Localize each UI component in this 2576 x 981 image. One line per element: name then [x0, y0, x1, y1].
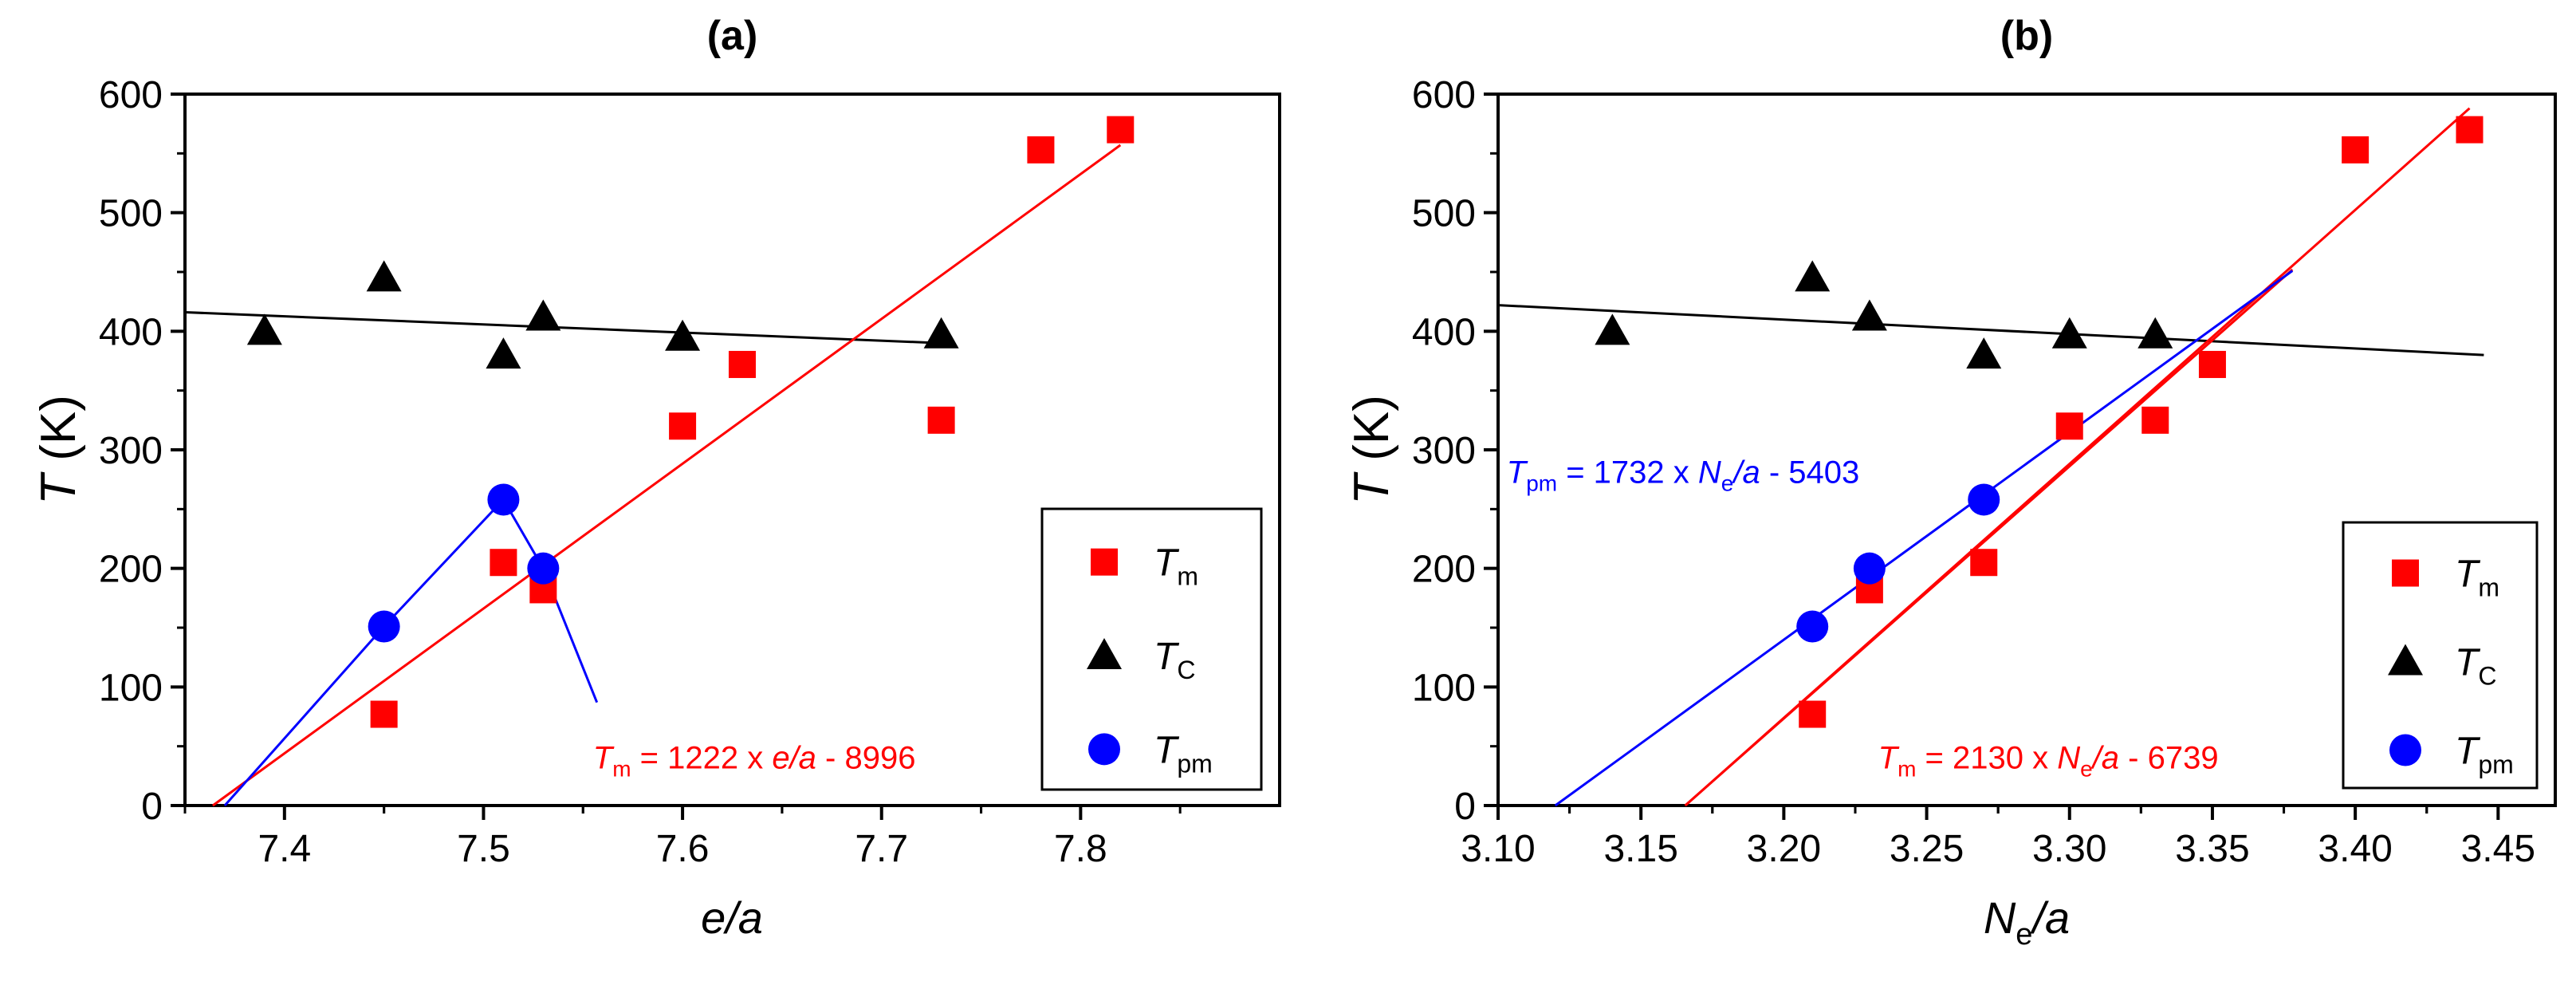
x-tick-label: 7.8 [1054, 828, 1107, 870]
fit-line-tpm [223, 497, 599, 806]
y-tick-label: 400 [1412, 311, 1476, 353]
legend-marker-tpm [2389, 734, 2421, 766]
data-point-tpm [1968, 483, 2000, 516]
y-tick-label: 300 [1412, 430, 1476, 472]
data-point-tm [728, 350, 756, 378]
fit-line-tc [184, 311, 942, 345]
legend-label-tc: TC [1154, 636, 1195, 684]
data-point-tpm [487, 483, 520, 516]
data-point-tm [1027, 136, 1055, 164]
legend: Tm TC Tpm [1040, 507, 1263, 791]
data-point-tm [490, 549, 517, 577]
data-point-tc [2051, 317, 2087, 349]
legend-marker-tm [1091, 548, 1118, 576]
legend: Tm TC Tpm [2342, 521, 2539, 790]
x-axis-label: Ne/a [1984, 892, 2070, 951]
data-point-tc [1795, 260, 1831, 292]
legend-box [1040, 507, 1263, 791]
legend-marker-tpm [1088, 733, 1120, 766]
data-point-tc [525, 299, 561, 331]
equation-tm: Tm = 2130 x Ne/a - 6739 [1878, 741, 2219, 782]
data-point-tm [1970, 549, 1998, 577]
data-point-tc [1966, 337, 2002, 369]
legend-marker-tc [1087, 638, 1122, 669]
data-point-tm [2055, 412, 2083, 440]
x-tick-label: 7.5 [457, 828, 510, 870]
fit-line-tc [1497, 304, 2484, 357]
x-tick-label: 3.30 [2032, 828, 2106, 870]
fit-line-tpm [1554, 270, 2294, 807]
y-axis-label: T (K) [1344, 395, 1399, 505]
data-point-tc [1851, 299, 1887, 331]
y-tick-label: 100 [99, 667, 163, 709]
data-point-tc [246, 313, 282, 345]
data-point-tc [486, 337, 521, 369]
x-tick-label: 3.10 [1461, 828, 1535, 870]
x-tick-label: 3.35 [2175, 828, 2249, 870]
legend-label-tm: Tm [1154, 542, 1198, 591]
y-tick-label: 0 [1454, 786, 1476, 828]
fit-line-tm [1684, 268, 2294, 807]
legend-marker-tc [2388, 644, 2423, 676]
data-point-tm [370, 700, 398, 728]
legend-label-tc: TC [2455, 642, 2496, 691]
data-point-tm [1799, 700, 1827, 728]
y-axis-label: T (K) [31, 395, 86, 505]
x-tick-label: 3.15 [1603, 828, 1677, 870]
fit-line-tm [212, 144, 1122, 807]
panel-label: (a) [707, 13, 758, 59]
x-tick-label: 7.7 [855, 828, 908, 870]
data-point-tc [2137, 317, 2173, 349]
y-tick-label: 500 [99, 193, 163, 235]
data-point-tpm [1853, 552, 1886, 585]
chart-panel-b: (b) 3.10 3.15 3.20 3.25 3.30 3.35 3.40 3.45 0 100 2… [1344, 13, 2557, 951]
y-tick-label: 100 [1412, 667, 1476, 709]
equation-tm: Tm = 1222 x e/a - 8996 [593, 741, 916, 782]
data-point-tm [2198, 350, 2226, 378]
data-point-tm [2141, 406, 2169, 434]
legend-label-tm: Tm [2455, 554, 2499, 602]
x-tick-label: 3.20 [1747, 828, 1821, 870]
equation-tpm: Tpm = 1732 x Ne/a - 5403 [1507, 455, 1860, 495]
y-tick-label: 600 [1412, 74, 1476, 116]
legend-label-tpm: Tpm [2455, 731, 2514, 779]
data-point-tpm [368, 610, 400, 643]
y-tick-label: 300 [99, 430, 163, 472]
data-point-tpm [527, 552, 560, 585]
x-tick-label: 7.4 [258, 828, 311, 870]
x-tick-label: 3.25 [1890, 828, 1964, 870]
y-tick-label: 500 [1412, 193, 1476, 235]
y-tick-label: 600 [99, 74, 163, 116]
chart-panel-a: (a) 7.4 7.5 7.6 7.7 7.8 0 100 200 300 400 500 600 T (… [31, 13, 1281, 943]
y-tick-label: 200 [99, 549, 163, 591]
data-point-tpm [1796, 610, 1829, 643]
x-tick-label: 7.6 [656, 828, 710, 870]
data-point-tm [927, 406, 955, 434]
x-tick-label: 3.45 [2461, 828, 2535, 870]
data-point-tc [366, 260, 402, 292]
data-point-tm [669, 412, 697, 440]
x-axis-label: e/a [701, 892, 763, 943]
y-tick-label: 0 [141, 786, 163, 828]
x-tick-label: 3.40 [2318, 828, 2392, 870]
data-point-tm [2456, 116, 2484, 144]
legend-label-tpm: Tpm [1154, 729, 1213, 778]
data-point-tm [1107, 116, 1135, 144]
panel-label: (b) [2000, 13, 2053, 59]
data-point-tc [1595, 313, 1630, 345]
data-point-tm [2342, 136, 2370, 164]
data-point-tc [923, 317, 959, 349]
legend-box [2342, 521, 2539, 790]
data-point-tc [665, 319, 701, 351]
y-tick-label: 200 [1412, 549, 1476, 591]
legend-marker-tm [2392, 559, 2419, 587]
y-tick-label: 400 [99, 311, 163, 353]
